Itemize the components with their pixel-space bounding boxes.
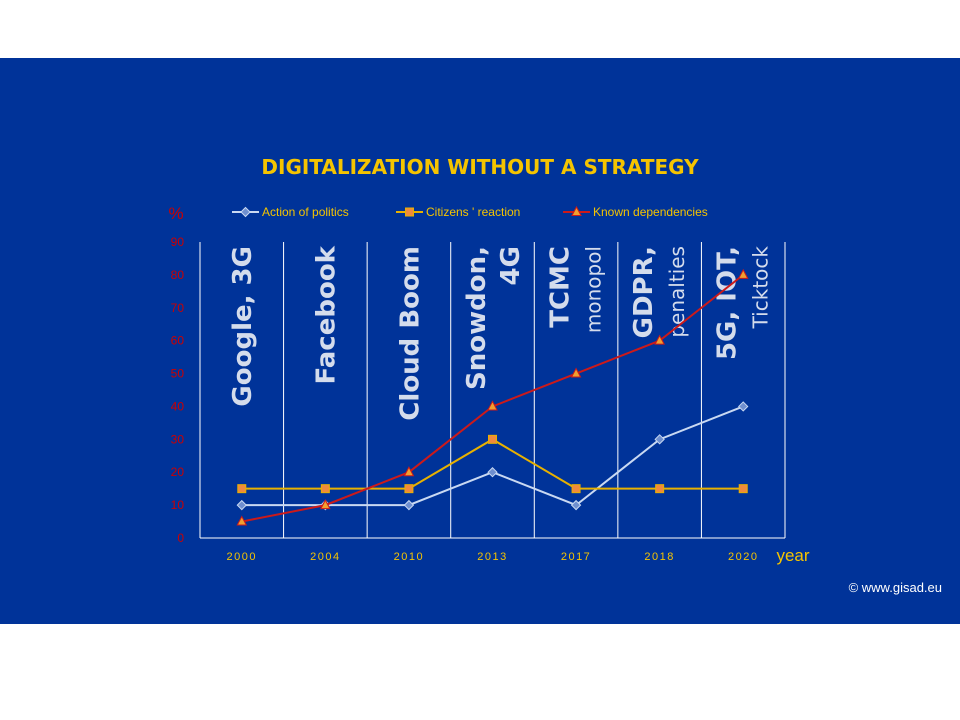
point-marker <box>405 207 414 217</box>
annotation-line: Snowdon, <box>462 246 492 390</box>
point-marker <box>571 205 582 216</box>
point-marker <box>403 466 415 477</box>
y-tick-label: 60 <box>171 334 185 348</box>
legend-item: Known dependencies <box>563 205 708 219</box>
point-marker <box>236 515 248 526</box>
point-marker <box>240 206 251 218</box>
y-tick-labels: 0 10 20 30 40 50 60 70 80 90 <box>171 235 185 545</box>
point-marker <box>738 401 749 412</box>
annotation: GDPR, penalties <box>629 246 689 338</box>
vertical-gridlines <box>199 242 786 539</box>
point-marker <box>570 499 582 511</box>
y-tick-label: 30 <box>171 432 185 446</box>
annotation-line: GDPR, <box>629 246 659 338</box>
annotation-line: Facebook <box>312 245 342 384</box>
slide-background: DIGITALIZATION WITHOUT A STRATEGY Action… <box>0 58 960 624</box>
x-tick-label: 2013 <box>477 551 507 563</box>
point-marker <box>570 367 582 378</box>
point-marker <box>237 484 247 494</box>
annotation: Cloud Boom <box>395 246 425 421</box>
legend-label: Known dependencies <box>593 205 708 219</box>
y-axis-unit: % <box>168 204 183 223</box>
point-marker <box>737 268 749 279</box>
series-2 <box>237 434 748 494</box>
point-marker <box>236 499 247 511</box>
legend-item: Citizens ' reaction <box>396 205 520 219</box>
annotation-line: 5G, IOT, <box>713 246 743 360</box>
series-lines <box>236 268 749 526</box>
series-1 <box>236 401 749 511</box>
annotation: Snowdon, 4G <box>462 246 526 390</box>
annotation: TCMC monopol <box>545 246 605 333</box>
y-tick-label: 0 <box>177 531 184 545</box>
y-tick-label: 70 <box>171 301 185 315</box>
annotation-line: 4G <box>496 246 526 285</box>
annotation-line: monopol <box>581 246 605 333</box>
legend-label: Citizens ' reaction <box>426 205 520 219</box>
legend-label: Action of politics <box>262 205 349 219</box>
point-marker <box>320 499 331 510</box>
y-tick-label: 20 <box>171 465 185 479</box>
x-tick-label: 2017 <box>561 551 591 563</box>
annotation-line: TCMC <box>545 246 575 328</box>
series-3 <box>236 268 749 526</box>
annotation-line: penalties <box>665 246 689 338</box>
point-marker <box>320 484 330 494</box>
copyright-footer: © www.gisad.eu <box>849 580 942 595</box>
point-marker <box>654 434 665 445</box>
point-marker <box>487 467 498 478</box>
point-marker <box>487 400 498 411</box>
point-marker <box>488 434 497 444</box>
y-tick-label: 10 <box>171 498 185 512</box>
annotation: Google, 3G <box>228 246 258 407</box>
annotation-line: Google, 3G <box>228 246 258 407</box>
x-tick-label: 2000 <box>227 551 257 563</box>
y-tick-label: 80 <box>171 268 185 282</box>
y-tick-label: 90 <box>171 235 185 249</box>
annotation-line: Ticktock <box>748 246 772 330</box>
point-marker <box>738 484 748 494</box>
point-marker <box>655 484 665 494</box>
legend: Action of politics Citizens ' reaction Kno… <box>232 205 708 219</box>
annotation: Facebook <box>312 245 342 384</box>
event-annotations: Google, 3G Facebook Cloud Boom Snowdon, 4G TC… <box>228 245 772 420</box>
annotation: 5G, IOT, Ticktock <box>713 246 773 360</box>
line-chart: DIGITALIZATION WITHOUT A STRATEGY Action… <box>168 155 942 595</box>
point-marker <box>404 484 414 494</box>
x-tick-label: 2004 <box>310 551 340 563</box>
series-line <box>241 438 744 490</box>
x-tick-label: 2018 <box>644 551 674 563</box>
x-tick-labels: 2000 2004 2010 2013 2017 2018 2020 <box>227 551 758 563</box>
annotation-line: Cloud Boom <box>395 246 425 421</box>
y-tick-label: 40 <box>171 399 185 413</box>
y-tick-label: 50 <box>171 367 185 381</box>
x-tick-label: 2020 <box>728 551 758 563</box>
chart-title: DIGITALIZATION WITHOUT A STRATEGY <box>261 155 699 179</box>
x-axis-label: year <box>776 546 809 565</box>
series-line <box>241 405 744 507</box>
point-marker <box>403 499 415 511</box>
point-marker <box>654 334 665 345</box>
point-marker <box>571 484 581 494</box>
x-tick-label: 2010 <box>394 551 424 563</box>
legend-item: Action of politics <box>232 205 349 219</box>
